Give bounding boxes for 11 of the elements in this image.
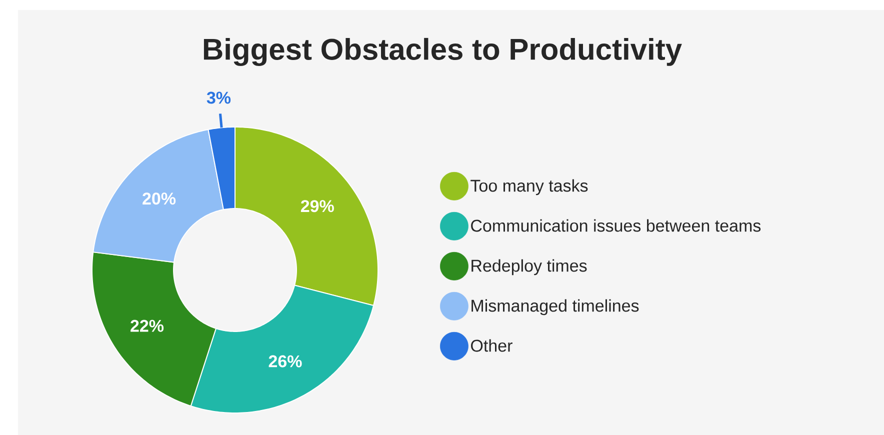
data-label: 22%: [130, 320, 164, 332]
legend-label: Redeploy times: [472, 259, 587, 276]
legend-label: Too many tasks: [470, 179, 588, 196]
legend-label: Communication issues between teams: [471, 219, 761, 232]
legend-label: Mismanaged timelines: [472, 299, 639, 316]
chart-title: Biggest Obstacles to Productivity: [204, 38, 682, 66]
data-label: 29%: [300, 200, 334, 212]
data-label: 20%: [142, 192, 176, 205]
data-label: 26%: [268, 355, 302, 368]
data-label: 3%: [206, 92, 231, 104]
legend-label: Other: [471, 339, 512, 352]
